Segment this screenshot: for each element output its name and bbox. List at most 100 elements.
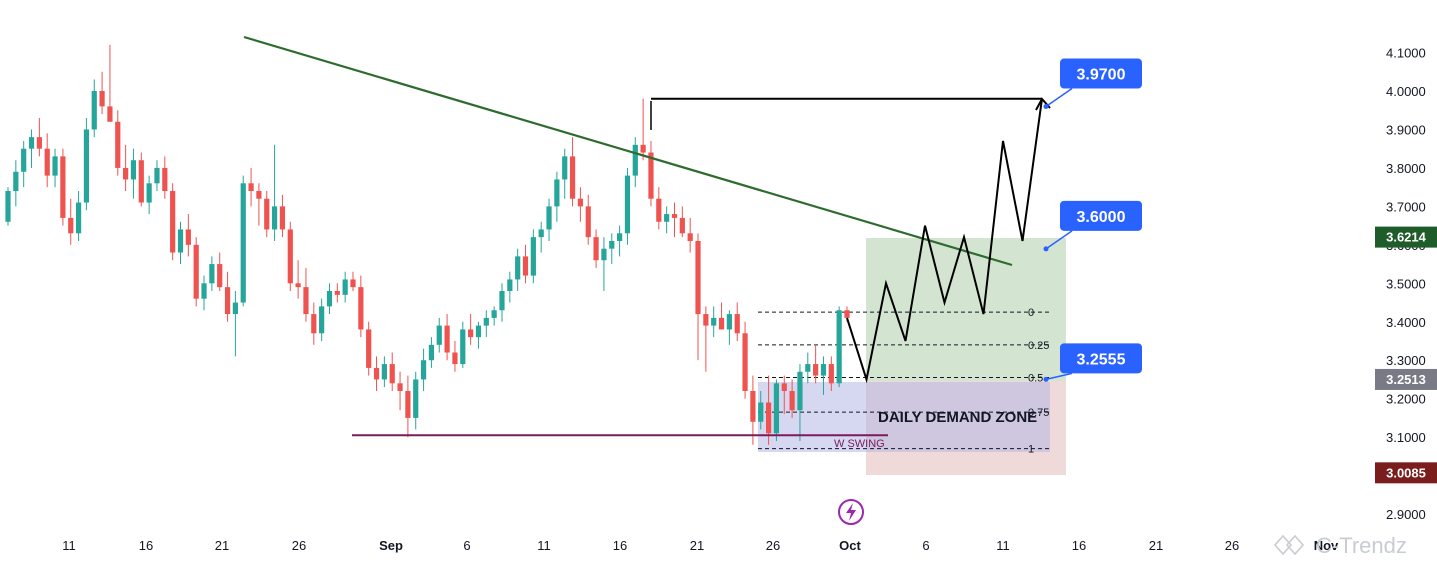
callout-target-1[interactable] [1060, 200, 1142, 231]
time-tick-label: 11 [996, 538, 1010, 553]
candle-body [5, 190, 11, 222]
candle-body [68, 217, 74, 234]
swing-label: W SWING [834, 438, 885, 450]
candle-body [389, 364, 395, 384]
candle-body [734, 314, 740, 334]
candle-body [773, 383, 780, 434]
candle-body [468, 329, 474, 338]
candle-body [569, 156, 576, 199]
candle-body [373, 367, 380, 380]
candle-body [146, 183, 152, 203]
candle-body [797, 371, 803, 411]
candle-body [577, 198, 584, 207]
demand-zone-label: DAILY DEMAND ZONE [878, 409, 1037, 426]
take-profit-zone [866, 238, 1066, 381]
candle-body [687, 233, 693, 241]
candle-body [256, 190, 262, 199]
candle-body [726, 314, 732, 330]
candle-body [311, 314, 317, 334]
candle-body [279, 206, 286, 230]
candle-body [123, 167, 129, 180]
current-price-badge-value: 3.2513 [1386, 372, 1426, 387]
candle-body [201, 283, 207, 299]
candle-body [742, 333, 748, 391]
candle-body [765, 402, 772, 434]
callout-target-2[interactable] [1060, 58, 1142, 89]
candle-body [844, 310, 850, 318]
candle-body [781, 383, 787, 391]
candle-body [170, 190, 176, 253]
candle-body [656, 198, 662, 222]
candle-body [28, 137, 35, 149]
candle-body [491, 310, 497, 318]
candle-body [397, 383, 403, 391]
candle-body [428, 344, 435, 361]
price-tick-label: 3.1000 [1386, 430, 1426, 445]
candle-body [679, 217, 685, 234]
lightning-alert-icon[interactable] [838, 499, 864, 525]
candle-body [217, 264, 223, 288]
price-tick-label: 4.0000 [1386, 84, 1426, 99]
time-tick-label: Sep [379, 538, 403, 553]
candle-body [601, 248, 607, 261]
watermark-logo-icon [1273, 534, 1305, 556]
time-tick-label: Oct [839, 538, 861, 553]
price-tick-label: 2.9000 [1386, 507, 1426, 522]
candle-body [562, 156, 568, 180]
candle-body [444, 325, 450, 353]
candle-body [452, 352, 458, 365]
current-price-badge [1375, 368, 1437, 390]
candle-body [836, 310, 842, 384]
callout-pointer [1045, 230, 1073, 250]
callout-entry[interactable] [1060, 343, 1142, 374]
candle-body [193, 244, 199, 299]
price-tick-label: 3.8000 [1386, 161, 1426, 176]
candle-body [177, 229, 184, 253]
projected-price-path[interactable] [846, 98, 1043, 384]
candle-body [185, 229, 191, 245]
upper-target-badge [1375, 226, 1437, 248]
candle-body [366, 329, 372, 368]
price-axis[interactable]: 4.10004.00003.90003.80003.70003.60003.50… [1386, 46, 1426, 523]
candle-body [554, 179, 560, 207]
stop-badge-value: 3.0085 [1386, 465, 1426, 480]
time-axis[interactable]: 11 16 21 26 Sep 6 11 16 21 26 Oct 6 11 16 21 26 Nov [62, 538, 1339, 553]
time-tick-label: 16 [613, 538, 627, 553]
candle-body [515, 256, 521, 280]
callout-anchor [1043, 376, 1049, 382]
candle-body [271, 206, 278, 230]
fib-level-label: 0 [1028, 307, 1034, 319]
candle-body [609, 240, 615, 249]
price-tick-label: 3.3000 [1386, 353, 1426, 368]
demand-zone-box [758, 382, 1050, 452]
candle-body [436, 325, 442, 345]
candle-body [813, 364, 819, 376]
price-tick-label: 3.5000 [1386, 276, 1426, 291]
watermark-text: C-Trendz [1316, 533, 1407, 558]
upper-target-badge-value: 3.6214 [1386, 230, 1427, 245]
callout-anchor [1043, 246, 1049, 252]
candle-body [624, 175, 631, 234]
time-tick-label: Nov [1314, 538, 1339, 553]
downtrend-line[interactable] [243, 35, 1013, 267]
price-tick-label: 3.7000 [1386, 199, 1426, 214]
candle-body [60, 156, 66, 218]
candle-body [138, 160, 144, 203]
candle-body [617, 233, 623, 241]
candle-body [413, 379, 419, 418]
candle-body [334, 290, 340, 295]
candle-body [499, 290, 505, 311]
candle-body [154, 167, 160, 184]
candle-body [632, 144, 638, 176]
candlestick-series [5, 44, 850, 445]
candle-body [224, 287, 231, 315]
candle-body [75, 202, 82, 234]
candle-body [21, 148, 27, 172]
time-tick-label: 26 [766, 538, 780, 553]
callout-pointer [1045, 87, 1073, 108]
candle-body [828, 364, 834, 384]
candle-body [342, 279, 348, 295]
candle-body [209, 264, 215, 284]
candle-body [703, 314, 709, 326]
